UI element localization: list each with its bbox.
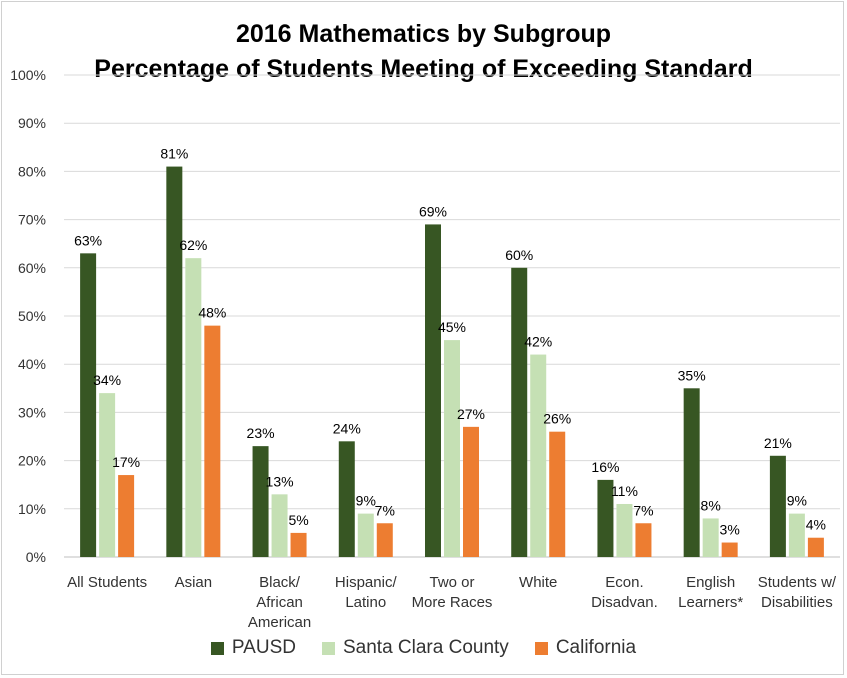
chart-subtitle: Percentage of Students Meeting of Exceed… — [94, 55, 753, 83]
bar — [530, 354, 547, 557]
data-label: 69% — [419, 203, 447, 219]
data-label: 24% — [333, 420, 361, 436]
legend-item: California — [534, 637, 637, 659]
data-label: 21% — [764, 435, 792, 451]
chart-legend: PAUSD Santa Clara County California — [0, 637, 847, 659]
y-tick-label: 70% — [18, 212, 46, 228]
legend-label: California — [555, 637, 637, 658]
bar — [702, 518, 719, 557]
data-label: 13% — [266, 473, 294, 489]
data-label: 34% — [93, 372, 121, 388]
x-tick-label: Hispanic/ — [335, 574, 398, 591]
x-tick-label: White — [519, 574, 557, 591]
bar — [635, 523, 652, 557]
data-label: 60% — [505, 247, 533, 263]
y-tick-label: 90% — [18, 115, 46, 131]
legend-swatch — [534, 641, 548, 655]
legend-item: Santa Clara County — [321, 637, 509, 659]
y-tick-label: 10% — [18, 501, 46, 517]
bar — [271, 494, 288, 557]
data-label: 26% — [543, 411, 571, 427]
bar — [357, 513, 374, 557]
bar — [290, 532, 307, 557]
x-tick-label: Econ. — [605, 574, 643, 591]
legend-swatch — [321, 641, 335, 655]
legend-label: Santa Clara County — [342, 637, 509, 658]
y-tick-label: 60% — [18, 260, 46, 276]
data-label: 35% — [678, 367, 706, 383]
x-tick-label: Asian — [175, 574, 213, 591]
bar — [338, 441, 355, 557]
y-tick-label: 50% — [18, 308, 46, 324]
data-label: 9% — [356, 493, 376, 509]
bar — [425, 224, 441, 558]
x-tick-label: More Races — [412, 594, 493, 611]
data-label: 81% — [160, 146, 188, 162]
bar — [769, 455, 786, 557]
x-tick-label: All Students — [67, 574, 147, 591]
data-label: 42% — [524, 334, 552, 350]
x-tick-label: Latino — [345, 594, 386, 611]
bar — [616, 503, 633, 557]
data-label: 45% — [438, 319, 466, 335]
x-tick-label: Learners* — [678, 594, 743, 611]
data-label: 9% — [787, 493, 807, 509]
bar — [683, 388, 700, 557]
x-tick-label: Black/ — [259, 574, 301, 591]
x-tick-label: African — [256, 594, 303, 611]
x-tick-label: Students w/ — [758, 574, 837, 591]
x-tick-label: American — [248, 614, 311, 631]
y-tick-label: 80% — [18, 163, 46, 179]
data-label: 5% — [288, 512, 308, 528]
bar — [463, 426, 479, 557]
legend-item: PAUSD — [210, 637, 296, 659]
data-label: 48% — [198, 305, 226, 321]
bar — [788, 513, 805, 557]
bar — [376, 523, 393, 557]
bar — [252, 446, 269, 557]
legend-label: PAUSD — [231, 637, 296, 658]
data-label: 11% — [611, 483, 638, 499]
y-tick-label: 20% — [18, 453, 46, 469]
bar — [99, 393, 116, 557]
x-tick-label: Two or — [429, 574, 474, 591]
data-label: 62% — [179, 237, 207, 253]
data-label: 3% — [720, 522, 740, 538]
bar — [204, 325, 221, 557]
y-tick-label: 40% — [18, 356, 46, 372]
bar — [118, 475, 135, 557]
y-tick-label: 30% — [18, 404, 46, 420]
bar — [597, 479, 614, 557]
bar — [807, 537, 824, 557]
bar — [721, 542, 738, 557]
data-label: 63% — [74, 232, 102, 248]
x-tick-label: English — [686, 574, 735, 591]
data-label: 23% — [247, 425, 275, 441]
legend-swatch — [210, 641, 224, 655]
x-tick-label: Disabilities — [761, 594, 833, 611]
bar — [185, 258, 202, 557]
bar — [444, 340, 460, 557]
data-label: 16% — [591, 459, 619, 475]
bar — [166, 166, 183, 557]
data-label: 4% — [806, 517, 826, 533]
y-tick-label: 100% — [10, 67, 46, 83]
x-tick-label: Disadvan. — [591, 594, 658, 611]
data-label: 7% — [633, 502, 653, 518]
data-label: 17% — [112, 454, 140, 470]
bar — [549, 431, 566, 557]
bar — [80, 253, 97, 557]
chart-title: 2016 Mathematics by Subgroup — [235, 20, 612, 48]
data-label: 8% — [701, 497, 721, 513]
data-label: 27% — [457, 406, 485, 422]
bar — [511, 267, 528, 557]
y-tick-label: 0% — [26, 549, 46, 565]
data-label: 7% — [375, 502, 395, 518]
